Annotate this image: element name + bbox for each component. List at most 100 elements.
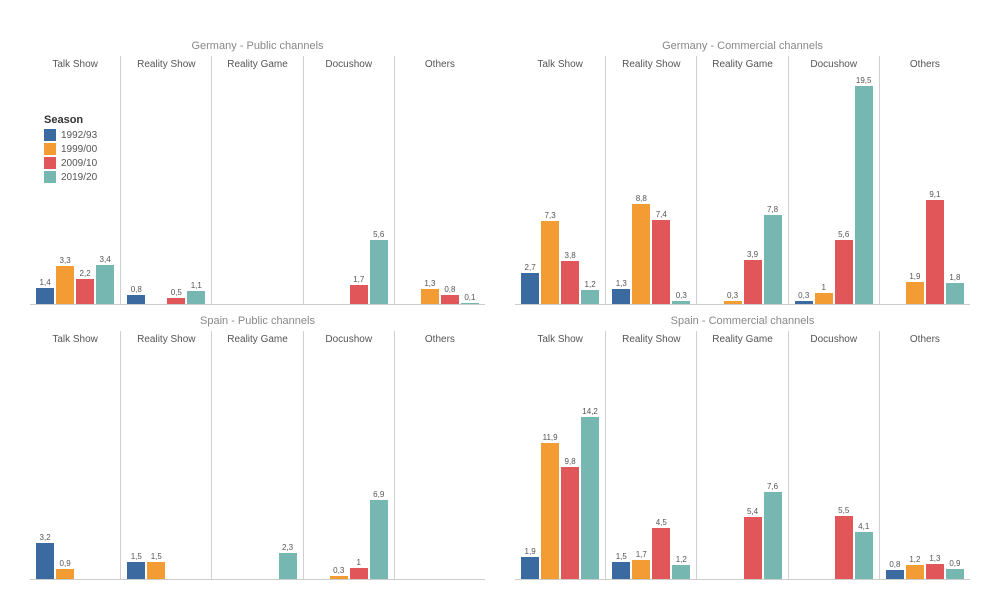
bar-value-label: 9,1 [929,190,940,199]
bar-value-label: 0,3 [798,291,809,300]
bar-value-label: 1,2 [909,555,920,564]
bar [672,565,690,579]
bar [127,562,145,579]
bar-value-label: 8,8 [636,194,647,203]
panel-title: Spain - Commercial channels [515,315,970,327]
bar [906,282,924,304]
bar [886,570,904,579]
bar-value-label: 1,7 [353,275,364,284]
bar [652,220,670,304]
bars-area [212,76,302,304]
bar-wrap: 0,9 [56,351,74,579]
category-label: Docushow [789,331,879,351]
bar [370,500,388,579]
category-label: Others [395,331,485,351]
bar [441,295,459,304]
legend-swatch [44,157,56,169]
bar-value-label: 0,3 [727,291,738,300]
bar-wrap [219,76,237,304]
bar-value-label: 0,9 [949,559,960,568]
category-column: Reality Show1,51,74,51,2 [605,331,696,579]
category-column: Reality Show1,51,5 [120,331,211,579]
bar-value-label: 5,4 [747,507,758,516]
bar-wrap: 4,1 [855,351,873,579]
bar [855,86,873,304]
bars-area: 2,7 7,33,81,2 [515,76,605,304]
bar-value-label: 2,7 [525,263,536,272]
bar [581,417,599,579]
category-column: Others1,99,11,8 [879,56,970,304]
bar-wrap [330,76,348,304]
bar-wrap: 9,1 [926,76,944,304]
bar-wrap [239,351,257,579]
bar [350,285,368,304]
category-label: Others [395,56,485,76]
bar-wrap: 8,8 [632,76,650,304]
legend-item: 1992/93 [44,129,97,141]
bars-area: 0,33,97,8 [697,76,787,304]
bar [76,279,94,304]
panel-title: Germany - Commercial channels [515,40,970,52]
bar-wrap [310,351,328,579]
bar-value-label: 6,9 [373,490,384,499]
bars-area: 5,47,6 [697,351,787,579]
legend-label: 1992/93 [61,130,97,141]
bar [835,516,853,579]
bar-wrap: 2,7 [521,76,539,304]
bar-wrap: 1,2 [672,351,690,579]
bar-value-label: 1,4 [40,278,51,287]
bar-wrap: 1,7 [350,76,368,304]
bar [906,565,924,579]
bar-wrap: 1,8 [946,76,964,304]
bar-wrap: 3,8 [561,76,579,304]
bar-value-label: 14,2 [582,407,598,416]
bar-value-label: 5,6 [373,230,384,239]
bar [370,240,388,304]
bar-wrap [76,351,94,579]
bar [835,240,853,304]
legend-item: 2019/20 [44,171,97,183]
bar-value-label: 0,1 [464,293,475,302]
bar-wrap: 1 [815,76,833,304]
category-label: Talk Show [515,331,605,351]
bar-value-label: 1,1 [191,281,202,290]
bar-wrap: 1,5 [612,351,630,579]
bar [764,215,782,304]
bar-wrap: 1,9 [521,351,539,579]
bar-wrap: 14,2 [581,351,599,579]
bar-wrap: 1,3 [612,76,630,304]
bar [561,467,579,579]
legend-label: 2019/20 [61,172,97,183]
bar-wrap: 4,5 [652,351,670,579]
bar-wrap: 0,3 [724,76,742,304]
bar [652,528,670,579]
bar-wrap [815,351,833,579]
category-column: Reality Game2,3 [211,331,302,579]
bar-wrap: 5,4 [744,351,762,579]
bar-value-label: 5,6 [838,230,849,239]
bars-area: 1,3 8,8 7,4 0,3 [606,76,696,304]
category-column: Others1,30,80,1 [394,56,485,304]
bar-wrap: 1,2 [581,76,599,304]
bar-wrap: 5,5 [835,351,853,579]
bar-value-label: 1,8 [949,273,960,282]
bar-value-label: 19,5 [856,76,872,85]
bar-wrap: 7,3 [541,76,559,304]
bar-wrap: 0,1 [461,76,479,304]
legend: Season 1992/931999/002009/102019/20 [40,110,101,189]
chart-panel: Germany - Commercial channelsTalk Show2,… [515,40,970,305]
bar [350,568,368,579]
bar-value-label: 0,3 [676,291,687,300]
bars-area: 1,30,80,1 [395,76,485,304]
categories-row: Talk Show1,911,99,814,2Reality Show1,51,… [515,331,970,580]
bar-wrap: 0,3 [330,351,348,579]
bar-wrap: 7,4 [652,76,670,304]
bar-wrap [724,351,742,579]
bar-wrap [219,351,237,579]
bar [461,303,479,304]
bar-wrap: 0,8 [127,76,145,304]
bar-wrap: 0,8 [441,76,459,304]
bars-area: 1,51,5 [121,351,211,579]
bar-wrap [187,351,205,579]
categories-row: Talk Show2,77,33,81,2Reality Show1,38,87… [515,56,970,305]
